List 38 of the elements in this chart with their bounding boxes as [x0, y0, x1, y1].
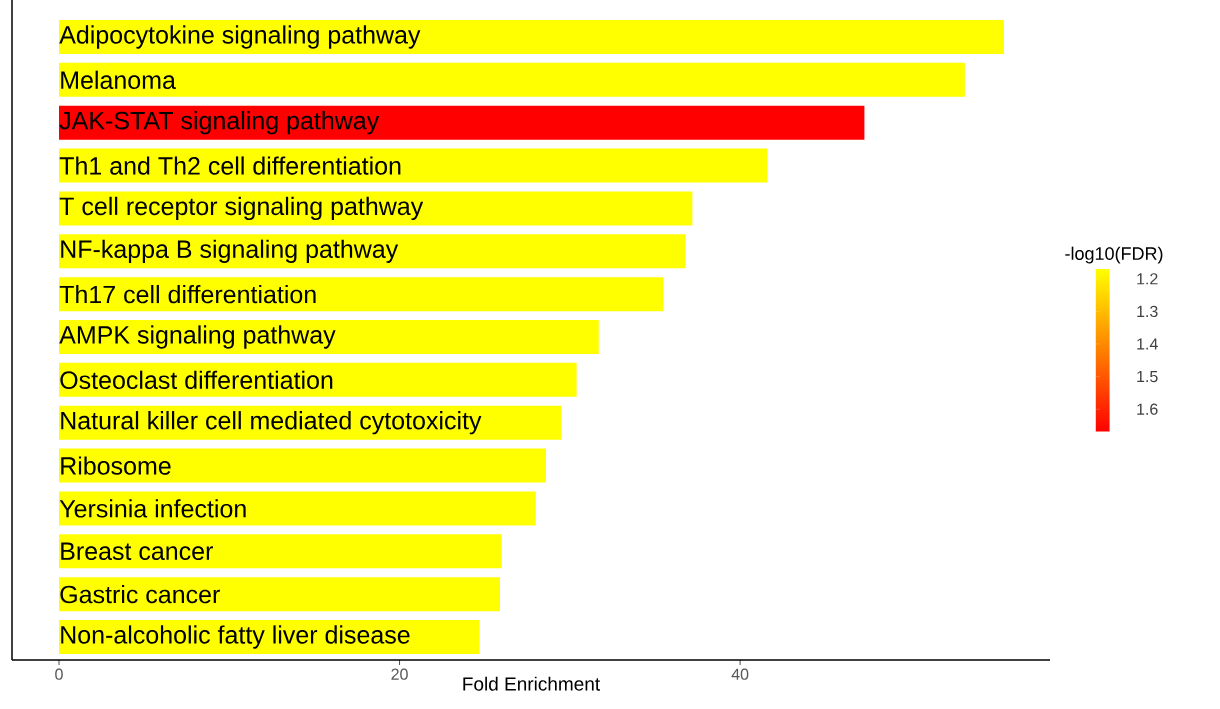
y-tick-label: NF-kappa B signaling pathway	[61, 239, 399, 263]
bar	[58, 577, 501, 612]
y-tick-label: Gastric cancer	[60, 584, 220, 604]
color-bar-label: 1.4	[1137, 338, 1158, 350]
y-tick-label: Adipocytokine signaling pathway	[59, 25, 421, 49]
bar	[58, 277, 664, 312]
y-tick-label: Yersinia infection	[59, 499, 246, 518]
x-tick-label: 20	[391, 668, 408, 680]
y-tick-label: AMPK signaling pathway	[59, 325, 336, 349]
y-tick-label: Melanoma	[61, 70, 176, 90]
y-tick-label: Th17 cell differentiation	[59, 284, 316, 304]
y-tick-label: Breast cancer	[61, 542, 213, 561]
color-bar-label: 1.2	[1137, 273, 1158, 285]
color-bar-title: -log10(FDR)	[1065, 246, 1163, 264]
x-tick-label: 40	[731, 668, 749, 680]
bar	[58, 320, 599, 354]
y-tick-label: JAK-STAT signaling pathway	[59, 111, 380, 135]
y-tick-label: Osteoclast differentiation	[60, 370, 333, 390]
bar	[58, 148, 768, 183]
bar	[58, 448, 546, 483]
color-bar-label: 1.5	[1137, 370, 1158, 383]
bar	[58, 534, 502, 569]
x-axis-title: Fold Enrichment	[463, 676, 600, 691]
bar	[58, 105, 865, 140]
y-tick-label: Ribosome	[61, 456, 171, 475]
bar	[58, 491, 536, 526]
bar	[58, 362, 577, 397]
color-bar-label: 1.3	[1137, 305, 1158, 318]
x-tick-label: 0	[55, 668, 63, 680]
y-tick-label: Non-alcoholic fatty liver disease	[61, 625, 410, 649]
bar	[58, 62, 965, 97]
y-tick-label: T cell receptor signaling pathway	[59, 196, 424, 221]
y-tick-label: Natural killer cell mediated cytotoxicity	[61, 411, 482, 435]
bar	[58, 191, 693, 226]
y-tick-label: Th1 and Th2 cell differentiation	[59, 156, 401, 175]
bar	[58, 234, 686, 269]
color-bar-label: 1.6	[1137, 403, 1158, 415]
bar	[58, 20, 1005, 54]
